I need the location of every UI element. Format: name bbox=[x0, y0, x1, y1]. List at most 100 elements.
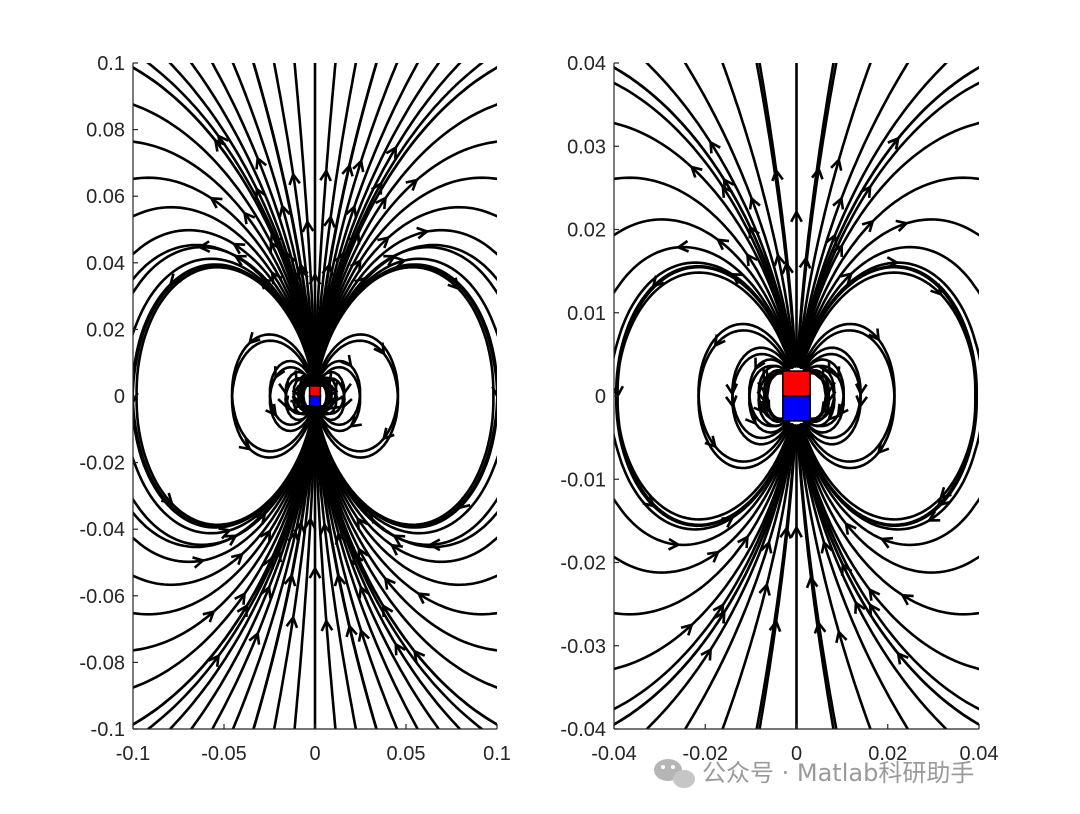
field-arrowhead bbox=[844, 521, 857, 535]
field-line bbox=[798, 426, 979, 726]
field-arrowhead bbox=[383, 576, 396, 590]
field-line bbox=[614, 427, 794, 616]
field-arrowhead bbox=[357, 546, 369, 561]
field-arrowhead bbox=[340, 354, 353, 368]
field-line bbox=[133, 411, 315, 564]
field-arrowhead bbox=[295, 262, 309, 276]
field-line bbox=[252, 411, 316, 729]
field-arrowhead bbox=[394, 641, 406, 656]
field-arrowhead bbox=[820, 539, 833, 554]
field-arrowhead bbox=[823, 380, 836, 395]
field-arrowhead bbox=[427, 538, 441, 552]
watermark-text: 公众号 · Matlab科研助手 bbox=[702, 759, 974, 787]
field-arrowhead bbox=[709, 140, 721, 154]
field-arrowhead bbox=[231, 242, 246, 255]
field-arrowhead bbox=[238, 438, 252, 451]
field-arrowhead bbox=[836, 403, 849, 417]
field-line bbox=[315, 228, 497, 381]
field-line bbox=[799, 427, 979, 616]
left-magnet bbox=[308, 385, 322, 407]
field-line bbox=[697, 322, 791, 463]
field-arrowhead bbox=[291, 385, 304, 400]
field-arrowhead bbox=[706, 550, 721, 563]
field-arrowhead bbox=[255, 155, 268, 170]
field-arrowhead bbox=[825, 232, 838, 247]
field-line bbox=[314, 410, 497, 689]
field-arrowhead bbox=[273, 366, 286, 380]
field-line bbox=[799, 265, 977, 527]
y-tick-label: -0.08 bbox=[79, 652, 125, 674]
magnet-south-pole bbox=[782, 395, 811, 422]
field-arrowhead bbox=[385, 145, 398, 159]
field-line bbox=[798, 66, 979, 366]
field-arrowhead bbox=[340, 395, 353, 410]
field-arrowhead bbox=[381, 427, 395, 441]
y-tick-label: 0.02 bbox=[567, 220, 606, 242]
field-arrowhead bbox=[704, 435, 718, 449]
x-tick-label: -0.05 bbox=[201, 743, 247, 765]
field-line bbox=[231, 63, 316, 381]
field-line bbox=[805, 358, 846, 428]
field-line bbox=[314, 176, 497, 382]
right-magnet bbox=[782, 370, 811, 422]
field-line bbox=[315, 245, 497, 382]
y-tick-label: -0.02 bbox=[79, 453, 125, 475]
x-tick-label: 0 bbox=[309, 743, 320, 765]
y-tick-label: -0.06 bbox=[79, 586, 125, 608]
y-tick-label: 0.08 bbox=[86, 120, 125, 142]
field-arrowhead bbox=[303, 516, 317, 530]
field-arrowhead bbox=[773, 252, 786, 267]
field-line bbox=[614, 176, 794, 365]
field-arrowhead bbox=[354, 276, 367, 290]
x-tick-label: 0.05 bbox=[387, 743, 426, 765]
field-arrowhead bbox=[269, 231, 282, 245]
left-y-axis: 0.1 0.08 0.06 0.04 0.02 0 -0.02 -0.04 -0.06 -0.08… bbox=[79, 53, 138, 741]
field-arrowhead bbox=[192, 556, 206, 569]
y-tick-label: -0.01 bbox=[560, 469, 606, 491]
field-arrowhead bbox=[724, 395, 738, 409]
field-arrowhead bbox=[840, 562, 853, 576]
field-line bbox=[133, 205, 316, 386]
field-arrowhead bbox=[768, 618, 782, 633]
field-arrowhead bbox=[308, 565, 322, 579]
field-arrowhead bbox=[383, 254, 397, 267]
field-arrowhead bbox=[278, 203, 291, 218]
field-arrowhead bbox=[270, 548, 283, 563]
field-arrowhead bbox=[370, 181, 383, 195]
field-arrowhead bbox=[447, 277, 460, 291]
field-arrowhead bbox=[236, 603, 249, 617]
field-arrowhead bbox=[926, 510, 941, 522]
field-arrowhead bbox=[416, 226, 430, 240]
wechat-icon bbox=[654, 759, 695, 788]
field-arrowhead bbox=[405, 178, 419, 191]
field-line bbox=[798, 63, 948, 365]
x-tick-label: 0.1 bbox=[483, 743, 511, 765]
field-arrowhead bbox=[257, 277, 272, 290]
field-line bbox=[614, 261, 793, 367]
y-tick-label: 0.02 bbox=[86, 319, 125, 341]
magnet-south-pole bbox=[308, 395, 322, 407]
field-line bbox=[799, 425, 979, 574]
field-arrowhead bbox=[861, 219, 875, 233]
field-arrowhead bbox=[277, 395, 290, 410]
field-line bbox=[133, 103, 316, 382]
field-arrowhead bbox=[855, 395, 869, 409]
field-line bbox=[758, 426, 797, 729]
x-tick-label: 0.02 bbox=[868, 743, 907, 765]
x-tick-label: -0.04 bbox=[591, 743, 637, 765]
field-arrowhead bbox=[348, 231, 361, 245]
field-arrowhead bbox=[270, 270, 283, 285]
field-arrowhead bbox=[308, 272, 322, 286]
field-arrowhead bbox=[790, 209, 803, 223]
field-arrowhead bbox=[457, 496, 471, 510]
field-line bbox=[645, 427, 795, 729]
field-line bbox=[293, 409, 317, 729]
field-arrowhead bbox=[900, 593, 914, 606]
field-line bbox=[747, 358, 788, 428]
y-tick-label: 0.06 bbox=[86, 186, 125, 208]
field-line bbox=[315, 359, 362, 427]
watermark: 公众号 · Matlab科研助手 bbox=[654, 759, 974, 788]
field-arrowhead bbox=[936, 494, 950, 507]
field-line bbox=[314, 63, 358, 384]
